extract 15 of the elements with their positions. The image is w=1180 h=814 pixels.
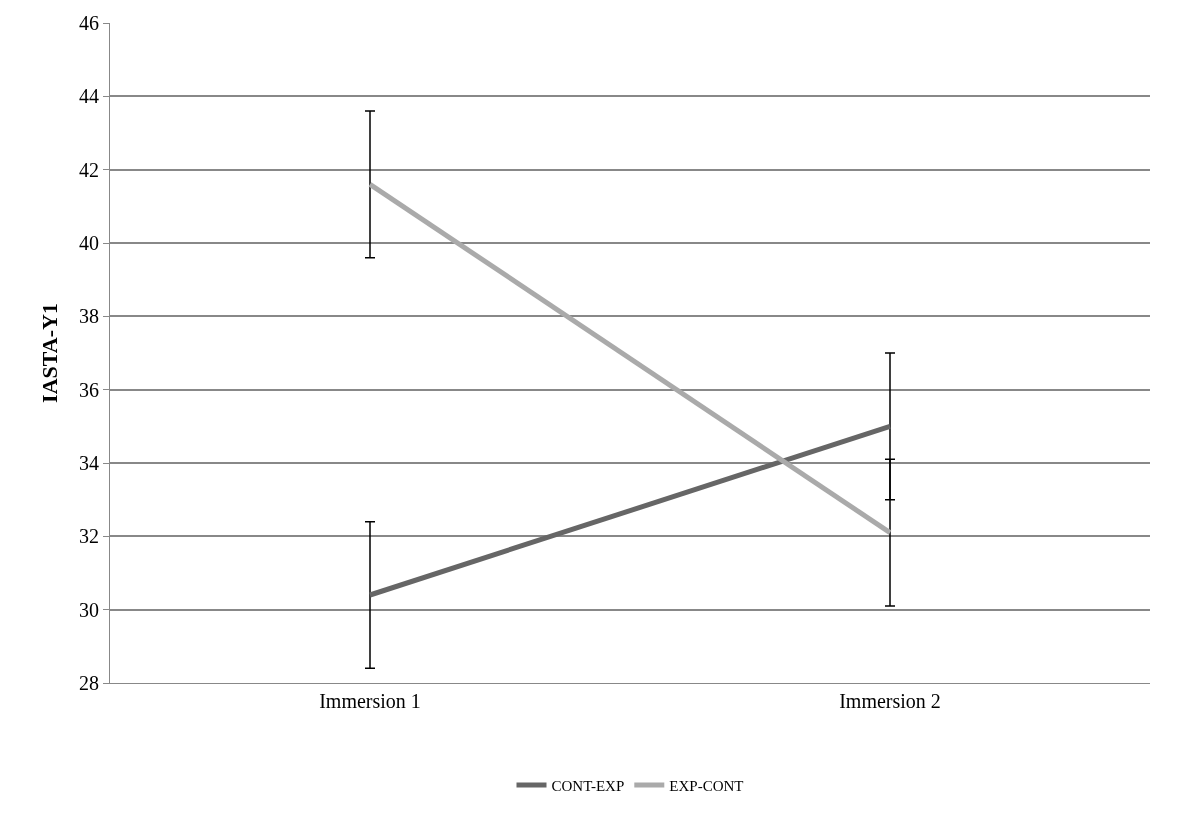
legend-label: EXP-CONT [669, 777, 744, 794]
y-tick-label: 32 [79, 525, 99, 548]
y-tick-label: 28 [79, 672, 99, 694]
y-tick-label: 42 [79, 158, 99, 181]
y-axis-title: IASTA-Y1 [36, 303, 62, 403]
y-tick-label: 36 [79, 378, 99, 401]
x-tick-label: Immersion 1 [319, 690, 421, 712]
legend-label: CONT-EXP [551, 777, 625, 794]
y-tick-label: 34 [79, 452, 99, 474]
y-tick-label: 38 [79, 305, 99, 328]
y-tick-label: 46 [79, 12, 99, 34]
y-tick-label: 30 [79, 598, 99, 621]
x-tick-label: Immersion 2 [839, 690, 941, 712]
y-tick-label: 44 [79, 85, 99, 108]
y-tick-label: 40 [79, 232, 99, 254]
